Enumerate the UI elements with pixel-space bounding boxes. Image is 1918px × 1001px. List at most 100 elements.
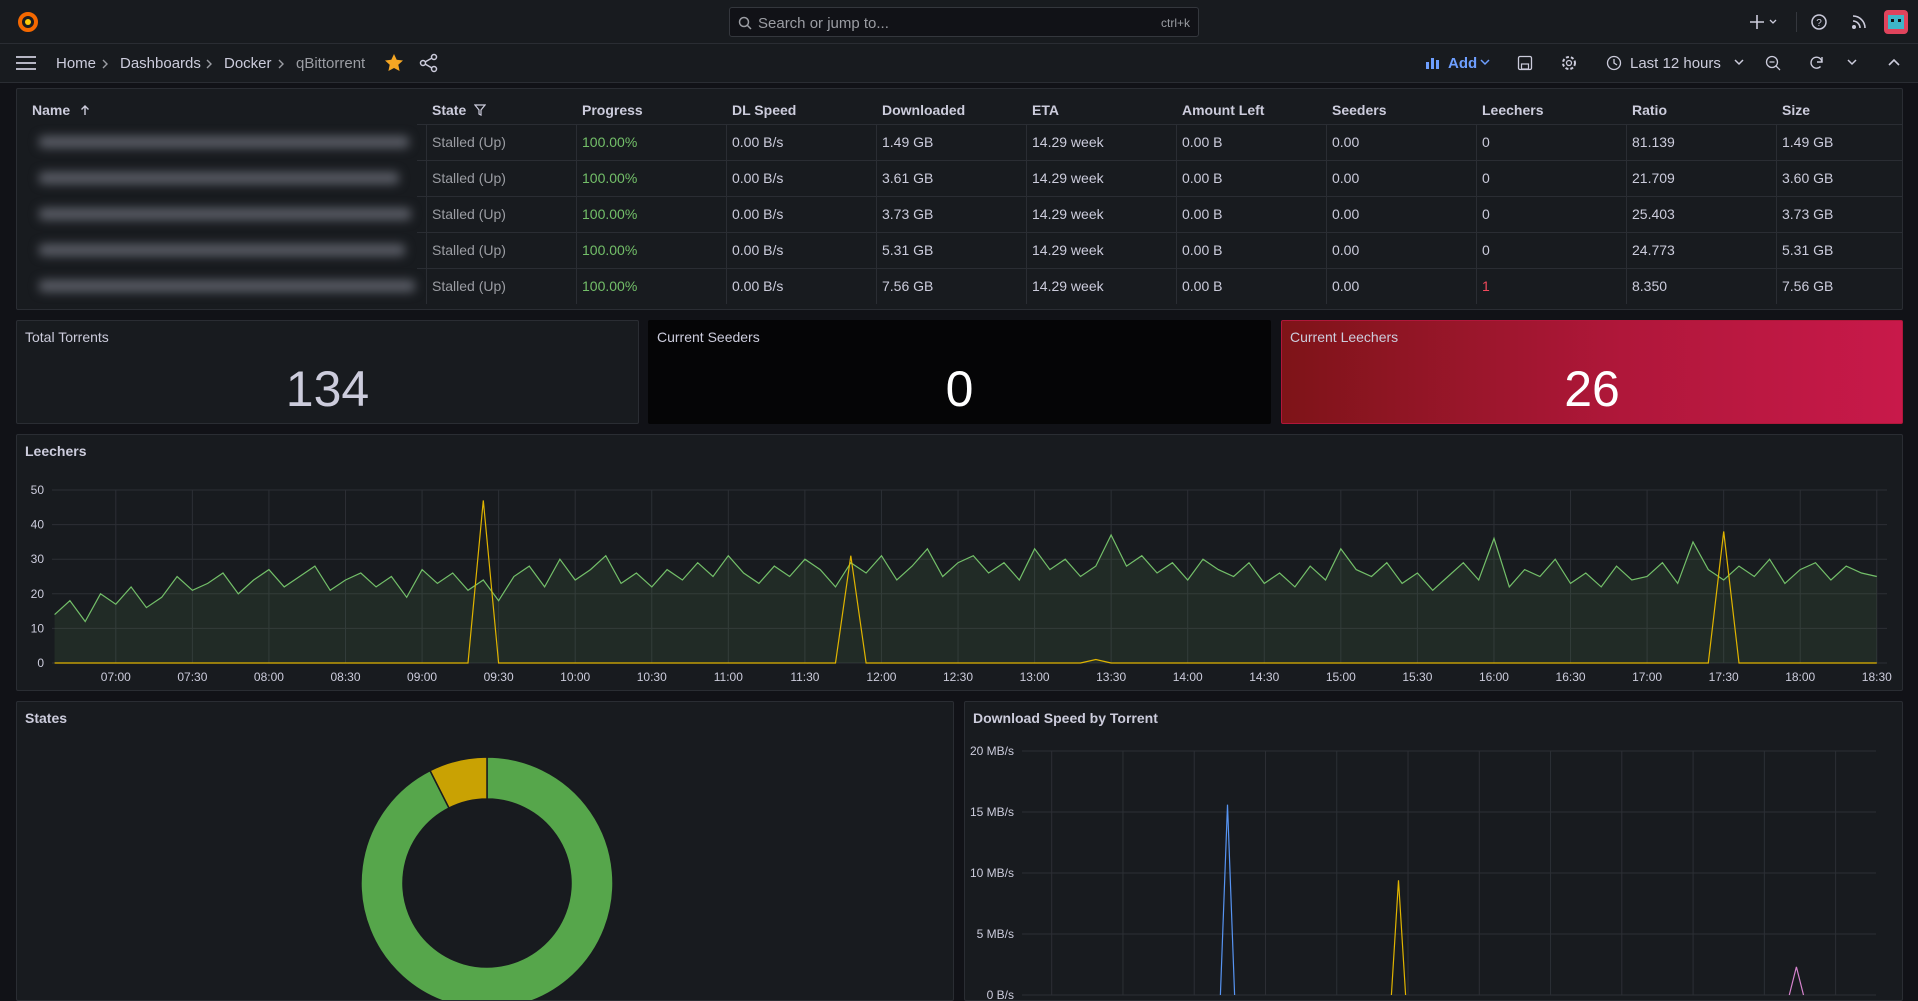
table-cell: 0.00	[1332, 206, 1360, 222]
x-tick-label: 14:30	[1249, 670, 1279, 684]
x-tick-label: 08:30	[330, 670, 360, 684]
column-header[interactable]: Name	[32, 102, 71, 118]
filter-icon	[474, 104, 486, 116]
x-tick-label: 12:30	[943, 670, 973, 684]
y-tick-label: 10 MB/s	[970, 866, 1014, 880]
refresh-caret[interactable]	[1847, 59, 1857, 67]
svg-text:?: ?	[1816, 18, 1822, 29]
time-caret[interactable]	[1734, 59, 1744, 67]
table-cell: 81.139	[1632, 134, 1675, 150]
search-icon	[738, 16, 752, 30]
search-shortcut: ctrl+k	[1160, 16, 1190, 30]
table-cell: 100.00%	[582, 134, 638, 150]
y-tick-label: 20	[31, 587, 45, 601]
table-cell: Stalled (Up)	[432, 170, 506, 186]
table-cell: 14.29 week	[1032, 206, 1104, 222]
refresh-icon[interactable]	[1809, 55, 1825, 71]
new-button[interactable]	[1750, 12, 1780, 32]
time-range-picker[interactable]: Last 12 hours	[1630, 55, 1721, 72]
column-header[interactable]: State	[432, 102, 467, 118]
settings-icon[interactable]	[1561, 55, 1577, 71]
row-divider	[417, 196, 1902, 197]
y-tick-label: 0	[37, 656, 44, 670]
y-tick-label: 5 MB/s	[977, 927, 1014, 941]
blurred-name	[39, 172, 399, 184]
column-header[interactable]: ETA	[1032, 102, 1059, 118]
save-icon[interactable]	[1517, 55, 1533, 71]
share-icon[interactable]	[419, 53, 439, 73]
column-separator	[876, 124, 877, 304]
column-header[interactable]: Downloaded	[882, 102, 966, 118]
search-placeholder: Search or jump to...	[758, 15, 889, 32]
row-divider	[417, 232, 1902, 233]
chevron	[102, 59, 108, 69]
table-cell: 3.73 GB	[1782, 206, 1834, 222]
column-header[interactable]: Ratio	[1632, 102, 1667, 118]
column-header[interactable]: Size	[1782, 102, 1811, 118]
help-icon[interactable]: ?	[1810, 13, 1828, 31]
x-tick-label: 17:00	[1632, 670, 1662, 684]
chevron	[206, 59, 212, 69]
x-tick-label: 15:30	[1402, 670, 1432, 684]
x-tick-label: 09:00	[407, 670, 437, 684]
table-cell: 25.403	[1632, 206, 1675, 222]
collapse-icon[interactable]	[1888, 58, 1900, 68]
table-cell: 0	[1482, 170, 1490, 186]
x-tick-label: 13:00	[1020, 670, 1050, 684]
zoom-out-icon[interactable]	[1765, 55, 1781, 71]
table-cell: 0.00 B	[1182, 278, 1223, 294]
blurred-name	[39, 280, 415, 292]
menu-icon[interactable]	[16, 55, 38, 71]
table-cell: 0.00 B/s	[732, 206, 784, 222]
column-header[interactable]: DL Speed	[732, 102, 797, 118]
table-cell: 3.61 GB	[882, 170, 934, 186]
column-separator	[1626, 124, 1627, 304]
table-cell: Stalled (Up)	[432, 206, 506, 222]
states-panel: States	[16, 701, 954, 1001]
table-cell: 5.31 GB	[882, 242, 934, 258]
series-line	[54, 533, 1877, 623]
column-header[interactable]: Seeders	[1332, 102, 1387, 118]
funnel	[474, 104, 486, 116]
breadcrumb: qBittorrent	[296, 55, 366, 72]
row-divider	[417, 268, 1902, 269]
add-button[interactable]: Add	[1448, 55, 1478, 72]
stat-panel: Total Torrents 134	[16, 320, 639, 424]
table-cell: 0.00 B/s	[732, 242, 784, 258]
breadcrumb-separator	[206, 59, 212, 69]
star-icon[interactable]	[384, 53, 404, 73]
grafana-logo[interactable]	[16, 10, 40, 34]
table-cell: 14.29 week	[1032, 278, 1104, 294]
column-header[interactable]: Progress	[582, 102, 643, 118]
stat-title: Current Seeders	[657, 329, 760, 345]
user-avatar[interactable]	[1884, 10, 1908, 34]
breadcrumb: Dashboards	[120, 55, 201, 72]
table-cell: 0.00	[1332, 170, 1360, 186]
series-line	[1788, 966, 1805, 996]
column-separator	[576, 124, 577, 304]
add-caret[interactable]	[1480, 59, 1490, 67]
breadcrumb: Docker	[224, 55, 272, 72]
chart: 0 B/s 5 MB/s 10 MB/s 15 MB/s 20 MB/s	[970, 744, 1876, 1000]
table-cell: 100.00%	[582, 242, 638, 258]
y-tick-label: 40	[31, 518, 45, 532]
x-tick-label: 14:00	[1173, 670, 1203, 684]
search-box[interactable]: Search or jump to... ctrl+k	[729, 7, 1199, 37]
table-cell: 0.00 B	[1182, 242, 1223, 258]
x-tick-label: 10:30	[637, 670, 667, 684]
table-cell: 0.00	[1332, 134, 1360, 150]
column-header[interactable]: Leechers	[1482, 102, 1544, 118]
pie-slice	[360, 756, 614, 1000]
column-header[interactable]: Amount Left	[1182, 102, 1265, 118]
area-fill	[54, 535, 1877, 663]
y-tick-label: 10	[31, 621, 45, 635]
x-tick-label: 11:30	[790, 670, 819, 684]
y-tick-label: 15 MB/s	[970, 805, 1014, 819]
table-cell: 0	[1482, 242, 1490, 258]
x-tick-label: 16:30	[1556, 670, 1586, 684]
table-cell: 14.29 week	[1032, 170, 1104, 186]
series-line	[54, 500, 1877, 664]
table-cell: 0.00	[1332, 278, 1360, 294]
news-icon[interactable]	[1850, 13, 1868, 31]
